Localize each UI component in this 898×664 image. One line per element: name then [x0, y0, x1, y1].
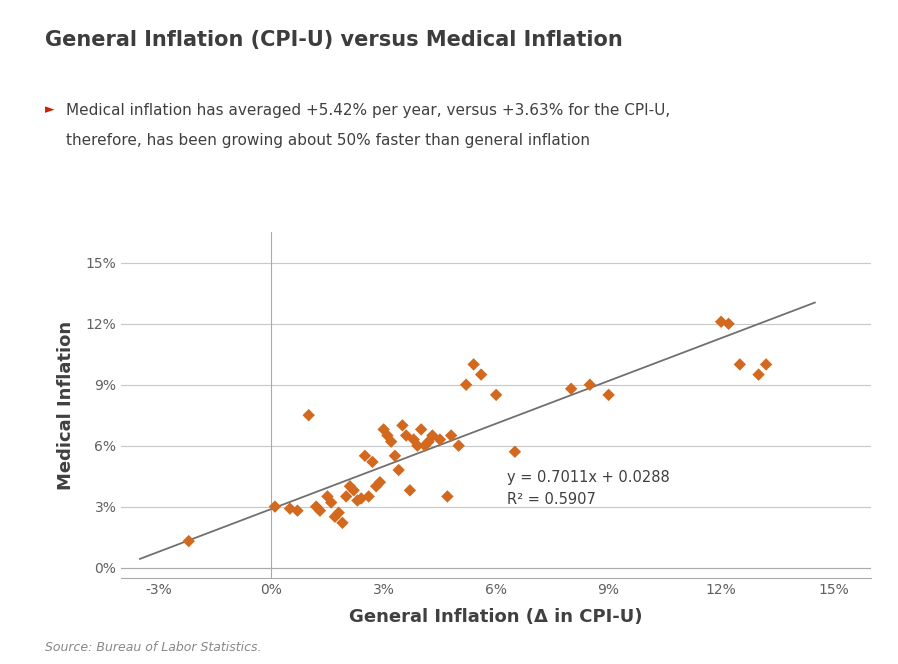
Point	[290, 505, 304, 516]
Y-axis label: Medical Inflation: Medical Inflation	[57, 321, 75, 489]
Point	[759, 359, 773, 370]
Point	[373, 477, 387, 487]
Point	[414, 424, 428, 435]
Point	[714, 317, 728, 327]
Point	[752, 369, 766, 380]
Point	[347, 485, 361, 495]
Point	[392, 465, 406, 475]
Point	[321, 491, 335, 502]
Point	[335, 517, 349, 528]
Point	[466, 359, 480, 370]
Point	[357, 450, 372, 461]
Point	[474, 369, 489, 380]
Point	[421, 436, 436, 447]
Point	[302, 410, 316, 420]
Text: y = 0.7011x + 0.0288
R² = 0.5907: y = 0.7011x + 0.0288 R² = 0.5907	[507, 470, 670, 507]
Point	[440, 491, 454, 502]
Point	[324, 497, 339, 508]
Point	[459, 379, 473, 390]
Point	[283, 503, 297, 514]
Text: Source: Bureau of Labor Statistics.: Source: Bureau of Labor Statistics.	[45, 641, 261, 654]
Point	[399, 430, 413, 441]
Point	[507, 446, 522, 457]
Text: General Inflation (CPI-U) versus Medical Inflation: General Inflation (CPI-U) versus Medical…	[45, 30, 622, 50]
Point	[452, 440, 466, 451]
Point	[343, 481, 357, 491]
Point	[489, 390, 503, 400]
Point	[313, 505, 327, 516]
Point	[418, 440, 432, 451]
Point	[444, 430, 458, 441]
Point	[339, 491, 353, 502]
Point	[583, 379, 597, 390]
Point	[328, 511, 342, 522]
Text: therefore, has been growing about 50% faster than general inflation: therefore, has been growing about 50% fa…	[66, 133, 590, 148]
Point	[331, 507, 346, 518]
X-axis label: General Inflation (Δ in CPI-U): General Inflation (Δ in CPI-U)	[349, 608, 643, 625]
Point	[350, 495, 365, 506]
Point	[426, 430, 440, 441]
Point	[369, 481, 383, 491]
Point	[407, 434, 421, 445]
Point	[721, 319, 735, 329]
Point	[402, 485, 417, 495]
Point	[384, 436, 399, 447]
Point	[376, 424, 391, 435]
Point	[395, 420, 409, 431]
Point	[380, 430, 394, 441]
Point	[365, 457, 380, 467]
Point	[433, 434, 447, 445]
Text: Medical inflation has averaged +5.42% per year, versus +3.63% for the CPI-U,: Medical inflation has averaged +5.42% pe…	[66, 103, 670, 118]
Point	[564, 384, 578, 394]
Point	[268, 501, 282, 512]
Point	[733, 359, 747, 370]
Text: ►: ►	[45, 103, 55, 116]
Point	[181, 536, 196, 546]
Point	[410, 440, 425, 451]
Point	[362, 491, 376, 502]
Point	[309, 501, 323, 512]
Point	[354, 493, 368, 504]
Point	[602, 390, 616, 400]
Point	[388, 450, 402, 461]
